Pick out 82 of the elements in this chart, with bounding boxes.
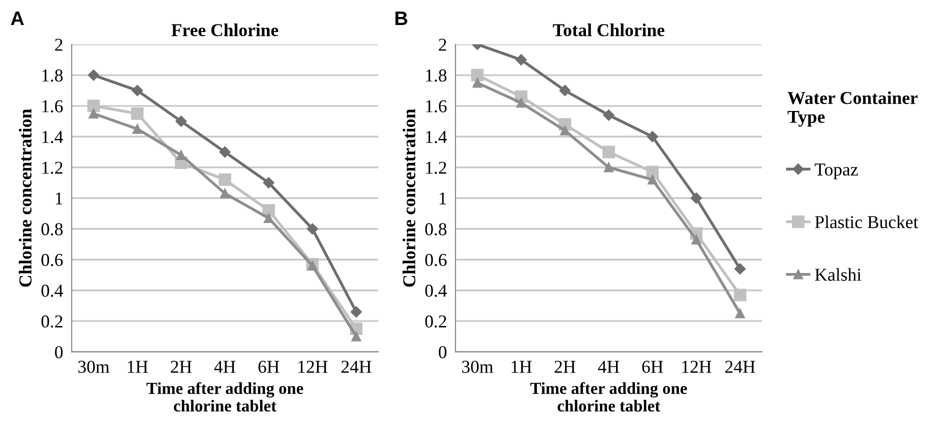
y-tick-label: 0: [438, 346, 446, 358]
point: [176, 116, 187, 127]
y-tick-label: 1.8: [426, 69, 446, 82]
x-tick-label: 4H: [214, 360, 236, 373]
point: [646, 166, 659, 178]
x-tick-label: 30m: [462, 360, 494, 373]
x-tick-label: 6H: [642, 360, 663, 373]
point: [176, 150, 186, 160]
y-tick-label: 0.4: [41, 284, 64, 297]
point: [604, 162, 614, 172]
y-tick-label: 1.2: [42, 162, 62, 174]
text: A: [10, 12, 24, 25]
point: [648, 174, 658, 185]
point: [131, 107, 144, 120]
y-tick-label: 2: [438, 38, 446, 51]
y-tick-label: 0.6: [425, 254, 447, 266]
y-tick-label: 1.2: [426, 162, 446, 174]
point: [559, 84, 571, 96]
point: [734, 263, 746, 274]
text: B: [395, 12, 408, 25]
y-tick-label: 1.8: [42, 69, 63, 82]
point: [306, 223, 318, 234]
y-tick-label: 1.4: [426, 130, 447, 144]
point: [516, 98, 526, 108]
point: [516, 54, 527, 66]
point: [691, 234, 702, 244]
point: [220, 188, 230, 198]
point: [88, 108, 98, 118]
point: [87, 100, 100, 112]
chart-title: Total Chlorine: [552, 24, 664, 36]
x-tick-label: 4H: [598, 360, 620, 373]
point: [646, 131, 658, 142]
y-tick-label: 1: [56, 192, 62, 204]
point: [132, 84, 143, 96]
legend-label: Kalshi: [814, 268, 862, 281]
x-tick-label: 1H: [128, 360, 148, 373]
y-tick-label: 1.4: [42, 130, 64, 144]
point: [690, 192, 702, 204]
y-tick-label: 1.6: [426, 100, 447, 112]
y-tick-label: 1: [440, 192, 446, 204]
point: [735, 308, 745, 318]
x-tick-label: 12H: [682, 360, 712, 373]
x-tick-label: 6H: [258, 360, 280, 373]
x-tick-label: 2H: [554, 360, 576, 373]
point: [308, 260, 318, 271]
x-tick-label: 24H: [341, 360, 372, 373]
y-tick-label: 2: [55, 38, 62, 51]
legend-label: Topaz: [814, 164, 858, 180]
point: [132, 124, 142, 134]
x-tick-label: 24H: [725, 360, 756, 373]
x-axis-title: Time after adding one chlorine tablet: [146, 382, 304, 412]
point: [263, 177, 274, 188]
x-axis-title: Time after adding one chlorine tablet: [530, 382, 687, 412]
y-tick-label: 0.2: [425, 315, 446, 328]
x-tick-label: 30m: [78, 360, 110, 373]
point: [472, 78, 482, 88]
point: [88, 70, 100, 81]
y-tick-label: 0.8: [425, 223, 446, 236]
legend-title: Water Container Type: [788, 91, 918, 127]
y-tick-label: 0.4: [425, 284, 447, 297]
y-axis-title: Chlorine concentration: [402, 108, 416, 287]
point: [560, 126, 570, 136]
x-tick-label: 2H: [170, 360, 192, 373]
y-tick-label: 0.2: [41, 315, 62, 328]
point: [734, 288, 746, 302]
point: [603, 110, 614, 121]
point: [219, 146, 231, 158]
point: [602, 146, 615, 158]
chart-title: Free Chlorine: [171, 24, 278, 36]
x-tick-label: 12H: [298, 360, 328, 373]
point: [350, 306, 362, 318]
y-tick-label: 1.6: [42, 100, 63, 112]
x-tick-label: 1H: [512, 360, 532, 373]
point: [351, 332, 362, 342]
y-tick-label: 0.6: [41, 254, 63, 266]
y-tick-label: 0: [54, 346, 63, 358]
point: [218, 173, 232, 186]
y-tick-label: 0.8: [41, 223, 63, 236]
point: [471, 68, 484, 82]
point: [264, 213, 274, 223]
y-axis-title: Chlorine concentration: [18, 108, 32, 287]
legend-label: Plastic Bucket: [814, 216, 918, 228]
